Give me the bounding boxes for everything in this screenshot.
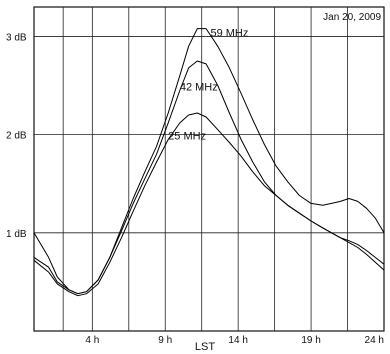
x-tick-label-3: 19 h	[301, 335, 320, 346]
series-label-0: 59 MHz	[210, 27, 248, 39]
grid	[34, 7, 384, 331]
series-label-1: 42 MHz	[180, 81, 218, 93]
series-label-2: 25 MHz	[168, 131, 206, 143]
y-tick-label-2: 3 dB	[6, 32, 27, 43]
x-tick-label-4: 24 h	[365, 335, 384, 346]
x-tick-label-0: 4 h	[85, 335, 99, 346]
x-axis-label: LST	[195, 341, 215, 353]
y-tick-label-1: 2 dB	[6, 131, 27, 142]
date-annotation: Jan 20, 2009	[323, 12, 381, 23]
x-tick-label-2: 14 h	[228, 335, 247, 346]
x-tick-label-1: 9 h	[158, 335, 172, 346]
series-labels: 59 MHz 42 MHz 25 MHz	[168, 27, 248, 142]
plot-frame	[33, 6, 385, 332]
series-layer	[33, 28, 385, 297]
series-line-2	[33, 112, 385, 297]
y-tick-label-0: 1 dB	[6, 229, 27, 240]
ticks: 4 h 9 h 14 h 19 h 24 h 1 dB 2 dB 3 dB	[6, 32, 384, 346]
